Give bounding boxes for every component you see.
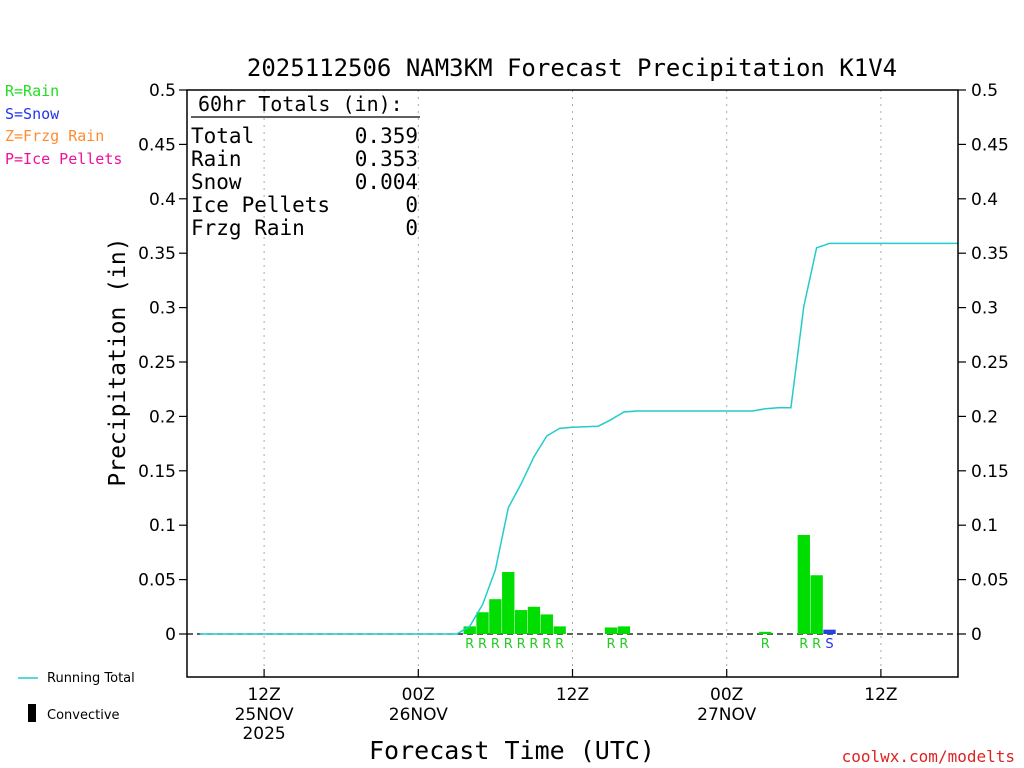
precip-bar-13 <box>823 629 836 634</box>
y-tick-label-right: 0.1 <box>971 516 998 536</box>
y-tick-label-right: 0.2 <box>971 407 998 427</box>
totals-box: 60hr Totals (in): Total 0.359 Rain 0.353 Sno… <box>191 92 420 240</box>
precip-type-letter: R <box>619 637 628 652</box>
precip-bar-6 <box>540 614 553 634</box>
y-axis-left: 0.5 0.45 0.4 0.35 0.3 0.25 0.2 0.15 0.1 0.05 0 <box>138 81 187 645</box>
x-tick-label: 12Z <box>864 685 897 705</box>
y-tick-label-right: 0.4 <box>971 190 998 210</box>
precip-type-letter: R <box>761 637 770 652</box>
x-tick-label: 00Z <box>710 685 743 705</box>
totals-row-value: 0.004 <box>355 170 418 194</box>
precip-bar-9 <box>617 626 631 634</box>
legend-frzg-rain: Z=Frzg Rain <box>5 127 104 145</box>
y-axis-right: 0.5 0.45 0.4 0.35 0.3 0.25 0.2 0.15 0.1 0.05 0 <box>958 81 1009 645</box>
totals-header: 60hr Totals (in): <box>198 92 403 116</box>
y-tick-label-left: 0.4 <box>149 190 176 210</box>
precip-bar-5 <box>527 606 541 634</box>
convective-legend-label: Convective <box>47 708 120 723</box>
totals-row-label: Ice Pellets <box>191 193 330 217</box>
y-tick-label-right: 0.45 <box>971 135 1009 155</box>
x-tick-date: 25NOV <box>235 705 294 725</box>
y-tick-label-right: 0.5 <box>971 81 998 101</box>
totals-row-label: Rain <box>191 147 242 171</box>
precip-bar-4 <box>514 610 528 634</box>
y-tick-label-left: 0 <box>165 625 176 645</box>
totals-row-label: Snow <box>191 170 242 194</box>
y-tick-label-left: 0.1 <box>149 516 176 536</box>
totals-row-value: 0.353 <box>355 147 418 171</box>
convective-swatch <box>28 704 36 722</box>
x-tick-label: 12Z <box>247 685 280 705</box>
precip-type-letter: R <box>529 637 538 652</box>
legend-rain: R=Rain <box>5 82 59 100</box>
totals-row-value: 0 <box>405 193 418 217</box>
precip-bar-8 <box>604 627 618 634</box>
precip-bar-3 <box>502 571 515 634</box>
y-tick-label-left: 0.35 <box>138 244 176 264</box>
precip-type-letter: R <box>555 637 564 652</box>
y-tick-label-right: 0.35 <box>971 244 1009 264</box>
legend-ice-pellets: P=Ice Pellets <box>5 150 122 168</box>
x-tick-date: 27NOV <box>697 705 756 725</box>
y-tick-label-right: 0.05 <box>971 571 1009 591</box>
y-tick-label-left: 0.45 <box>138 135 176 155</box>
precip-bar-12 <box>810 575 823 634</box>
precip-type-letter: R <box>504 637 513 652</box>
precip-bar-1 <box>476 612 489 634</box>
y-tick-label-left: 0.25 <box>138 353 176 373</box>
precip-bars <box>463 534 836 634</box>
y-tick-label-left: 0.05 <box>138 571 176 591</box>
precip-type-letter: R <box>491 637 500 652</box>
totals-row-value: 0.359 <box>355 124 418 148</box>
precip-type-letter: R <box>465 637 474 652</box>
y-tick-label-left: 0.5 <box>149 81 176 101</box>
bottom-legend: Running Total Convective <box>18 671 135 723</box>
y-tick-label-left: 0.3 <box>149 299 176 319</box>
precip-type-letter: S <box>825 637 833 652</box>
totals-row-label: Total <box>191 124 254 148</box>
credit-text: coolwx.com/modelts <box>842 747 1015 766</box>
precip-type-letter: R <box>478 637 487 652</box>
precip-type-letter: R <box>542 637 551 652</box>
type-legend: R=Rain S=Snow Z=Frzg Rain P=Ice Pellets <box>5 82 122 168</box>
running-total-line <box>199 242 958 635</box>
precip-bar-7 <box>553 626 566 634</box>
y-tick-label-left: 0.2 <box>149 407 176 427</box>
y-axis-label: Precipitation (in) <box>105 237 131 486</box>
running-total-legend-label: Running Total <box>47 671 135 686</box>
precip-bar-0 <box>463 626 476 634</box>
legend-snow: S=Snow <box>5 105 60 123</box>
precip-bar-11 <box>797 534 810 634</box>
precip-type-letter: R <box>799 637 808 652</box>
chart-title: 2025112506 NAM3KM Forecast Precipitation… <box>247 54 897 82</box>
y-tick-label-right: 0.3 <box>971 299 998 319</box>
x-tick-date: 26NOV <box>389 705 448 725</box>
precip-bar-2 <box>489 599 502 634</box>
y-tick-label-left: 0.15 <box>138 462 176 482</box>
precip-type-letter: R <box>812 637 821 652</box>
totals-row-value: 0 <box>405 216 418 240</box>
x-tick-label: 00Z <box>402 685 435 705</box>
precip-bar-10 <box>759 631 772 634</box>
totals-row-label: Frzg Rain <box>191 216 305 240</box>
y-tick-label-right: 0.25 <box>971 353 1009 373</box>
x-tick-year: 2025 <box>242 724 285 744</box>
y-tick-label-right: 0.15 <box>971 462 1009 482</box>
x-axis-label: Forecast Time (UTC) <box>369 736 655 765</box>
precip-type-letter: R <box>517 637 526 652</box>
y-tick-label-right: 0 <box>971 625 982 645</box>
precip-type-letter: R <box>607 637 616 652</box>
x-tick-label: 12Z <box>556 685 589 705</box>
